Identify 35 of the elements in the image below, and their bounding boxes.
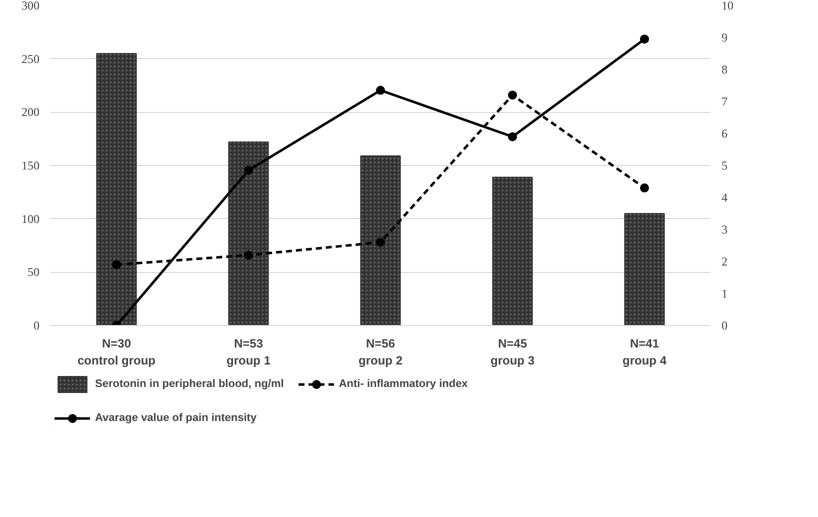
legend-label: Serotonin in peripheral blood, ng/ml bbox=[95, 378, 284, 390]
y2-tick-label: 4 bbox=[722, 190, 728, 204]
y2-tick-label: 5 bbox=[722, 158, 728, 172]
legend-label: Avarage value of pain intensity bbox=[95, 412, 257, 424]
y-tick-label: 200 bbox=[22, 105, 40, 120]
point bbox=[508, 90, 517, 100]
point bbox=[244, 250, 253, 260]
x-tick-label: N=45 group 3 bbox=[490, 336, 535, 368]
y2-tick-label: 0 bbox=[722, 318, 728, 332]
y2-tick-label: 1 bbox=[722, 286, 728, 300]
point bbox=[112, 260, 121, 270]
x-tick-label: N=56 group 2 bbox=[358, 336, 403, 368]
point bbox=[640, 183, 649, 192]
point bbox=[376, 238, 385, 247]
x-tick-label: N=53 group 1 bbox=[226, 336, 271, 368]
point bbox=[640, 34, 649, 44]
y2-tick-label: 7 bbox=[722, 94, 728, 108]
y-tick-label: 0 bbox=[34, 318, 40, 332]
y2-tick-label: 6 bbox=[722, 126, 728, 140]
y2-tick-label: 8 bbox=[722, 62, 728, 76]
y-tick-label: 150 bbox=[22, 158, 40, 172]
point bbox=[376, 86, 385, 95]
y-tick-label: 50 bbox=[28, 265, 40, 280]
point bbox=[244, 166, 253, 175]
y2-tick-label: 9 bbox=[722, 30, 728, 44]
legend-label: Anti- inflammatory index bbox=[338, 378, 468, 390]
y-tick-label: 300 bbox=[22, 0, 40, 12]
x-tick-label: N=41 group 4 bbox=[622, 336, 667, 368]
y-tick-label: 250 bbox=[22, 52, 40, 66]
y2-tick-label: 2 bbox=[722, 254, 728, 268]
y2-tick-label: 3 bbox=[722, 222, 728, 236]
y2-tick-label: 10 bbox=[722, 0, 734, 12]
x-tick-label: N=30 control group bbox=[78, 336, 156, 368]
y-tick-label: 100 bbox=[22, 212, 40, 226]
point bbox=[508, 132, 517, 142]
